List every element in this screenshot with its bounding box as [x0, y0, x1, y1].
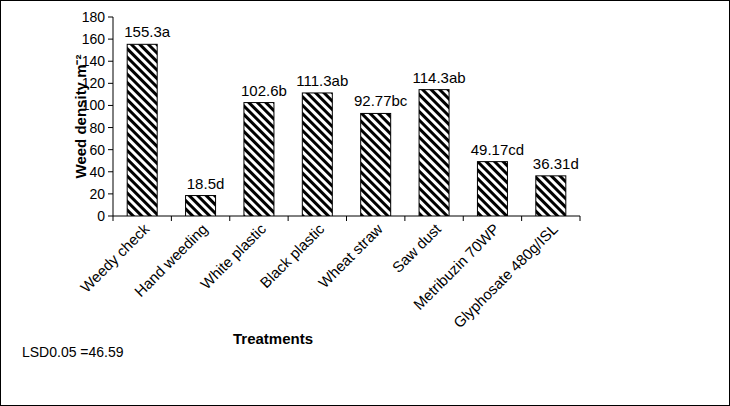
y-tick-label: 80 [89, 120, 105, 136]
bar [477, 162, 507, 216]
bar [244, 103, 274, 216]
x-tick-label: Hand weeding [131, 220, 211, 300]
data-label: 102.6b [241, 82, 287, 99]
y-tick [108, 149, 113, 150]
data-label: 155.3a [124, 23, 171, 40]
data-label: 49.17cd [471, 141, 524, 158]
y-tick [108, 171, 113, 172]
data-label: 18.5d [187, 175, 225, 192]
y-axis [113, 17, 114, 216]
x-tick-label: Wheat straw [315, 220, 386, 291]
data-label: 111.3ab [296, 72, 348, 89]
data-label: 114.3ab [413, 69, 466, 86]
x-tick [521, 216, 522, 221]
y-tick [108, 216, 113, 217]
bar [536, 176, 566, 216]
bar [361, 113, 391, 216]
bar [186, 196, 216, 216]
y-tick [108, 105, 113, 106]
x-axis-title: Treatments [233, 330, 313, 347]
frame [1, 1, 730, 406]
x-tick [229, 216, 230, 221]
y-tick [108, 61, 113, 62]
x-tick [346, 216, 347, 221]
y-tick [108, 193, 113, 194]
y-tick [108, 17, 113, 18]
x-tick [404, 216, 405, 221]
x-tick [113, 216, 114, 221]
bars [127, 44, 566, 216]
y-tick [108, 127, 113, 128]
chart-root: 020406080100120140160180155.3a18.5d102.6… [0, 0, 730, 406]
y-tick-label: 40 [89, 164, 105, 180]
y-axis-title: Weed density m⁻² [72, 55, 89, 179]
y-tick [108, 39, 113, 40]
bar [127, 44, 157, 216]
bar [419, 90, 449, 216]
y-tick-label: 20 [89, 186, 105, 202]
annotation: LSD0.05 =46.59 [22, 344, 124, 360]
y-tick-label: 160 [82, 31, 106, 47]
x-tick [171, 216, 172, 221]
y-tick [108, 83, 113, 84]
x-tick [288, 216, 289, 221]
x-tick-label: Saw dust [389, 220, 445, 276]
y-tick-label: 0 [97, 208, 105, 224]
x-tick-label: Glyphosate 480g/ISL [450, 220, 561, 331]
y-tick-label: 180 [82, 9, 106, 25]
y-tick-label: 60 [89, 142, 105, 158]
data-label: 92.77bc [354, 92, 408, 109]
x-tick [580, 216, 581, 221]
bar [302, 93, 332, 216]
chart: 020406080100120140160180155.3a18.5d102.6… [0, 0, 730, 406]
data-label: 36.31d [533, 155, 579, 172]
x-tick [463, 216, 464, 221]
